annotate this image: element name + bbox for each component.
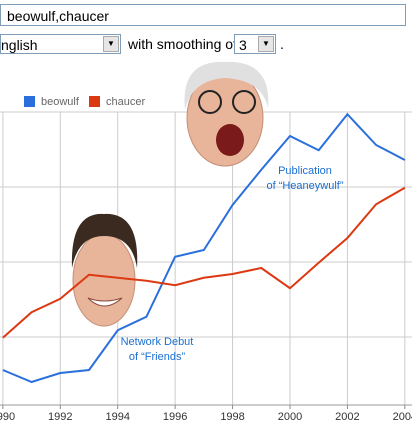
- smoothing-label: with smoothing of: [128, 36, 237, 52]
- face-mouth: [216, 124, 244, 156]
- smoothing-select[interactable]: 3 ▼: [234, 34, 276, 54]
- series-line: [2, 112, 406, 384]
- x-tick-label: 1990: [0, 411, 15, 423]
- annotation: of “Friends”: [129, 351, 186, 363]
- face-glasses: [232, 90, 256, 114]
- x-tick-label: 2002: [335, 411, 359, 423]
- query-input[interactable]: beowulf,chaucer: [0, 4, 406, 26]
- period: .: [280, 36, 284, 52]
- smoothing-text: 3: [239, 37, 247, 53]
- x-tick-label: 2000: [278, 411, 302, 423]
- face-hair: [71, 213, 138, 268]
- dropdown-arrow: ▼: [103, 36, 119, 52]
- corpus-text: nglish: [1, 37, 38, 53]
- face-glasses: [198, 90, 222, 114]
- annotation: Network Debut: [121, 336, 194, 348]
- legend-swatch: [24, 96, 35, 107]
- legend-swatch: [89, 96, 100, 107]
- x-tick-label: 1994: [105, 411, 129, 423]
- x-tick-label: 2004: [393, 411, 412, 423]
- x-tick-label: 1998: [220, 411, 244, 423]
- dropdown-arrow: ▼: [258, 36, 274, 52]
- legend-label: beowulf: [41, 96, 80, 108]
- face-hair: [184, 61, 269, 110]
- corpus-select[interactable]: nglish ▼: [0, 34, 121, 54]
- x-tick-label: 1992: [48, 411, 72, 423]
- series-line: [2, 186, 406, 339]
- annotation: of “Heaneywulf”: [266, 180, 343, 192]
- legend-label: chaucer: [106, 96, 145, 108]
- face-mouth: [87, 297, 123, 307]
- annotation: Publication: [278, 165, 332, 177]
- x-tick-label: 1996: [163, 411, 187, 423]
